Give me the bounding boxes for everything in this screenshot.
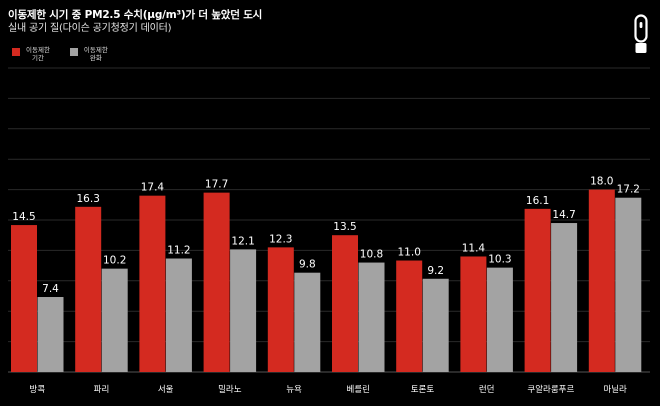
data-label: 11.2	[167, 245, 190, 257]
bar-eased	[165, 258, 192, 372]
data-label: 17.2	[617, 184, 640, 196]
bar-lockdown	[588, 189, 615, 372]
x-tick-label: 베를린	[347, 384, 370, 395]
data-label: 12.3	[269, 233, 292, 245]
data-label: 16.1	[526, 195, 549, 207]
bar-eased	[294, 272, 321, 372]
bar-lockdown	[75, 206, 102, 372]
x-tick-label: 마닐라	[603, 384, 627, 395]
x-tick-label: 밀라노	[218, 384, 242, 395]
bar-lockdown	[203, 192, 230, 372]
bar-lockdown	[267, 247, 294, 372]
data-label: 11.0	[398, 247, 421, 259]
bar-lockdown	[332, 235, 358, 372]
chart-legend: 이동제한 기간 이동제한 완화	[12, 46, 108, 62]
data-label: 17.4	[141, 182, 165, 194]
bar-lockdown	[11, 225, 37, 372]
data-label: 14.7	[552, 209, 575, 221]
chart-title: 이동제한 시기 중 PM2.5 수치(μg/m³)가 더 높았던 도시	[8, 9, 263, 21]
bar-eased	[486, 267, 513, 372]
bar-eased	[615, 197, 642, 372]
x-tick-label: 토론토	[411, 385, 435, 395]
data-label: 18.0	[590, 176, 613, 188]
bar-lockdown	[524, 208, 551, 372]
data-label: 9.2	[427, 265, 444, 277]
data-label: 10.2	[103, 255, 126, 267]
chart-header: 이동제한 시기 중 PM2.5 수치(μg/m³)가 더 높았던 도시 실내 공…	[8, 9, 262, 35]
legend-item-eased: 이동제한 완화	[69, 46, 108, 62]
data-label: 17.7	[205, 179, 228, 191]
bar-lockdown	[139, 195, 166, 372]
chart-subtitle: 실내 공기 질(다이슨 공기청정기 데이터)	[8, 23, 172, 34]
bar-eased	[37, 297, 64, 372]
legend-label-eased: 이동제한 완화	[83, 46, 108, 62]
data-label: 12.1	[231, 235, 254, 247]
legend-item-lockdown: 이동제한 기간	[12, 46, 50, 62]
x-tick-label: 파리	[94, 385, 110, 395]
bar-eased	[551, 223, 578, 372]
x-tick-label: 쿠알라룸푸르	[527, 384, 574, 395]
legend-label-lockdown: 이동제한 기간	[26, 46, 50, 62]
data-label: 10.3	[488, 254, 511, 266]
data-label: 14.5	[12, 211, 35, 223]
x-tick-label: 서울	[158, 385, 174, 395]
data-label: 7.4	[42, 283, 59, 295]
dyson-air-purifier-icon	[634, 14, 648, 53]
bar-eased	[101, 268, 128, 372]
data-label: 16.3	[77, 193, 100, 205]
bar-lockdown	[396, 260, 423, 372]
legend-swatch-lockdown	[12, 48, 20, 56]
data-label: 9.8	[299, 259, 316, 271]
x-tick-label: 뉴욕	[286, 385, 302, 395]
bar-eased	[422, 278, 449, 372]
data-label: 11.4	[462, 242, 486, 254]
bar-lockdown	[460, 256, 487, 372]
x-tick-label: 방콕	[29, 384, 45, 395]
data-label: 13.5	[333, 221, 356, 233]
data-label: 10.8	[360, 249, 383, 261]
legend-swatch-eased	[69, 48, 78, 56]
bar-eased	[230, 249, 257, 372]
bar-eased	[358, 262, 385, 372]
x-tick-label: 런던	[479, 384, 495, 395]
